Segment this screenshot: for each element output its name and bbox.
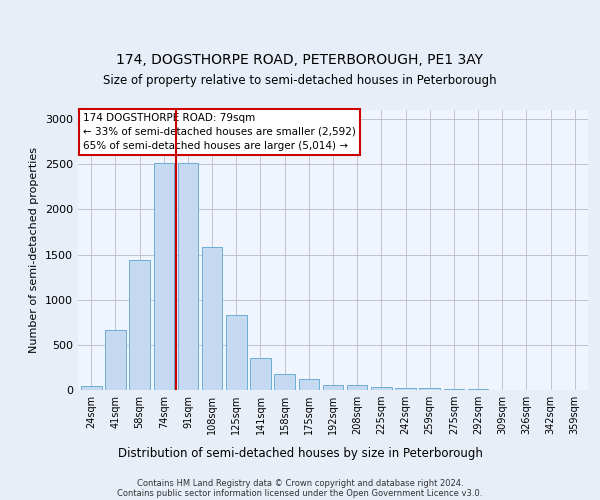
- Bar: [299, 379, 319, 390]
- Bar: [395, 388, 416, 390]
- Text: 174 DOGSTHORPE ROAD: 79sqm
← 33% of semi-detached houses are smaller (2,592)
65%: 174 DOGSTHORPE ROAD: 79sqm ← 33% of semi…: [83, 113, 356, 151]
- Bar: [468, 389, 488, 390]
- Bar: [226, 315, 247, 390]
- Bar: [371, 387, 392, 390]
- Text: 174, DOGSTHORPE ROAD, PETERBOROUGH, PE1 3AY: 174, DOGSTHORPE ROAD, PETERBOROUGH, PE1 …: [116, 54, 484, 68]
- Bar: [81, 386, 101, 390]
- Bar: [250, 358, 271, 390]
- Text: Contains HM Land Registry data © Crown copyright and database right 2024.: Contains HM Land Registry data © Crown c…: [137, 478, 463, 488]
- Text: Size of property relative to semi-detached houses in Peterborough: Size of property relative to semi-detach…: [103, 74, 497, 88]
- Text: Contains public sector information licensed under the Open Government Licence v3: Contains public sector information licen…: [118, 488, 482, 498]
- Bar: [202, 248, 223, 390]
- Bar: [323, 384, 343, 390]
- Bar: [130, 260, 150, 390]
- Bar: [347, 385, 367, 390]
- Bar: [443, 388, 464, 390]
- Y-axis label: Number of semi-detached properties: Number of semi-detached properties: [29, 147, 40, 353]
- Bar: [154, 164, 174, 390]
- Text: Distribution of semi-detached houses by size in Peterborough: Distribution of semi-detached houses by …: [118, 448, 482, 460]
- Bar: [105, 330, 126, 390]
- Bar: [274, 374, 295, 390]
- Bar: [178, 164, 198, 390]
- Bar: [419, 388, 440, 390]
